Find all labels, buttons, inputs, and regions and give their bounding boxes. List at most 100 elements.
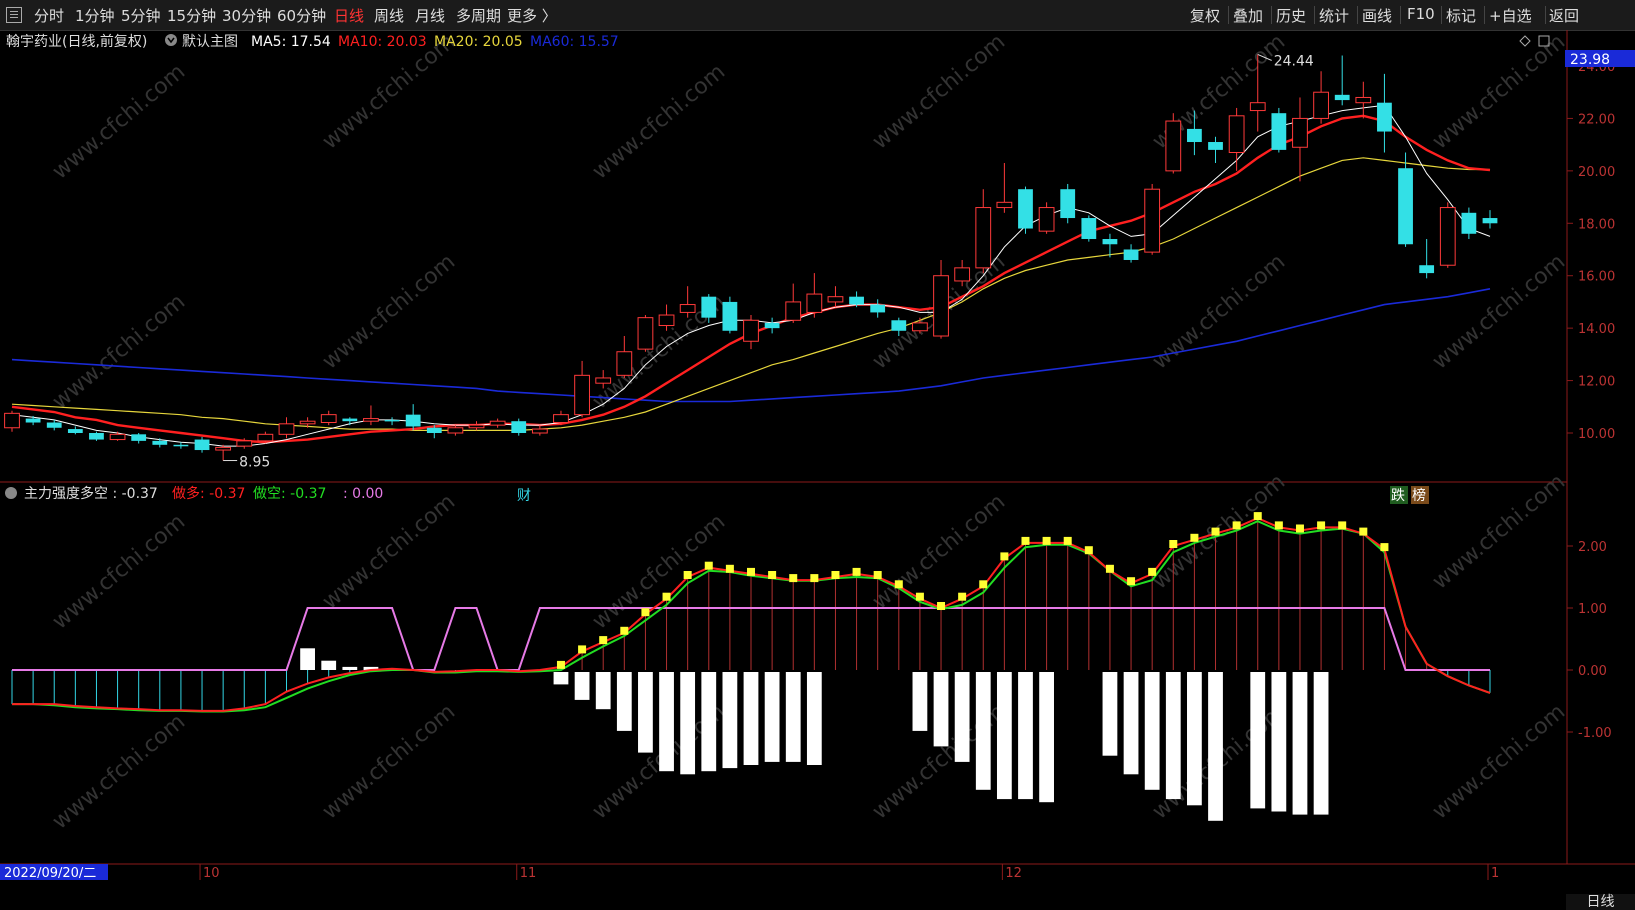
period-tab-active[interactable]: 日线 bbox=[334, 7, 365, 25]
indicator-marker bbox=[662, 592, 671, 601]
indicator-marker bbox=[831, 571, 840, 579]
indicator-marker bbox=[1232, 521, 1241, 530]
statistics-button[interactable]: 统计 bbox=[1319, 7, 1350, 25]
candle-body-down bbox=[384, 419, 400, 422]
candle-body-down bbox=[701, 296, 717, 318]
indicator-bar bbox=[1250, 672, 1266, 809]
indicator-marker bbox=[1380, 543, 1389, 552]
indicator-marker bbox=[1359, 527, 1368, 536]
indicator-bar bbox=[1102, 672, 1118, 756]
ma60-line bbox=[11, 288, 1491, 403]
circle-dropdown-icon[interactable] bbox=[165, 34, 177, 46]
indicator-marker bbox=[873, 571, 882, 579]
date-cursor-label: 2022/09/20/二 bbox=[4, 866, 96, 880]
candle-body-up bbox=[1228, 115, 1245, 154]
diamond-icon[interactable] bbox=[1519, 35, 1531, 47]
more-periods-menu[interactable]: 更多 〉 bbox=[507, 7, 557, 25]
hamburger-menu-icon[interactable] bbox=[6, 7, 22, 23]
candle-body-down bbox=[1123, 249, 1139, 260]
indicator-bar bbox=[1292, 672, 1308, 815]
candle-body-down bbox=[1334, 94, 1350, 101]
chart-area[interactable]: www.cfchi.com www.cfchi.com www.cfchi.com w… bbox=[0, 29, 1635, 910]
price-tick-label: 22.00 bbox=[1578, 112, 1615, 127]
indicator-marker bbox=[1021, 536, 1030, 545]
default-chart-label[interactable]: 默认主图 bbox=[182, 34, 238, 50]
indicator-marker bbox=[599, 636, 608, 645]
period-tab[interactable]: 15分钟 bbox=[167, 7, 217, 25]
watermark-text: www.cfchi.com bbox=[1428, 249, 1570, 374]
restore-rights-button[interactable]: 复权 bbox=[1190, 7, 1221, 25]
candle-body-down bbox=[511, 421, 527, 433]
candle-body-up bbox=[468, 424, 485, 429]
candle-body-up bbox=[531, 428, 548, 434]
month-tick-label: 12 bbox=[1005, 866, 1022, 880]
mark-button[interactable]: 标记 bbox=[1446, 7, 1477, 25]
candle-body-up bbox=[806, 293, 823, 313]
candle-body-down bbox=[1187, 128, 1202, 143]
indicator-tick-label: 0.00 bbox=[1578, 664, 1607, 679]
indicator-bar bbox=[1165, 672, 1181, 800]
price-tick-label: 10.00 bbox=[1578, 427, 1615, 442]
price-tick-label: 18.00 bbox=[1578, 217, 1615, 232]
indicator-dropdown-icon[interactable] bbox=[5, 487, 17, 499]
drop-event-bg bbox=[1390, 486, 1408, 504]
rank-event-mark[interactable]: 榜 bbox=[1412, 487, 1426, 504]
ma20-line bbox=[11, 157, 1490, 431]
drop-event-mark[interactable]: 跌 bbox=[1391, 488, 1405, 504]
candle-body-up bbox=[827, 296, 844, 303]
period-tab[interactable]: 多周期 bbox=[456, 7, 502, 25]
indicator-bar bbox=[342, 666, 358, 670]
indicator-plot bbox=[11, 512, 1491, 821]
high-price-marker: 24.44 bbox=[1274, 53, 1314, 69]
candle-body-up bbox=[489, 420, 506, 426]
ma10-label: MA10: 20.03 bbox=[338, 34, 427, 50]
candle-body-up bbox=[1144, 188, 1161, 253]
kline-chart[interactable]: www.cfchi.com www.cfchi.com www.cfchi.com w… bbox=[0, 29, 1635, 881]
toolbar-divider bbox=[1228, 6, 1229, 24]
finance-event-mark[interactable]: 财 bbox=[517, 488, 531, 504]
candle-body-down bbox=[891, 320, 907, 331]
indicator-bar bbox=[321, 660, 337, 670]
candle-body-down bbox=[1419, 265, 1435, 274]
indicator-marker bbox=[1295, 524, 1304, 533]
period-tab[interactable]: 60分钟 bbox=[277, 7, 327, 25]
month-tick-label: 1 bbox=[1491, 866, 1499, 880]
square-icon[interactable] bbox=[1538, 35, 1550, 47]
back-button[interactable]: 返回 bbox=[1549, 7, 1580, 25]
top-toolbar: 分时 1分钟 5分钟 15分钟 30分钟 60分钟 日线 周线 月线 多周期 更… bbox=[0, 0, 1635, 31]
indicator-bar bbox=[743, 672, 759, 765]
indicator-bar bbox=[1271, 672, 1287, 812]
f10-button[interactable]: F10 bbox=[1407, 5, 1435, 23]
period-tab[interactable]: 5分钟 bbox=[121, 7, 161, 25]
toolbar-divider bbox=[1314, 6, 1315, 24]
candle-body-up bbox=[933, 275, 949, 337]
add-watchlist-button[interactable]: +自选 bbox=[1489, 7, 1532, 25]
period-tab[interactable]: 30分钟 bbox=[222, 7, 272, 25]
candle-body-up bbox=[1313, 91, 1329, 119]
high-arrow-icon bbox=[1257, 54, 1272, 61]
period-tab[interactable]: 1分钟 bbox=[75, 7, 115, 25]
history-button[interactable]: 历史 bbox=[1276, 7, 1307, 25]
draw-line-button[interactable]: 画线 bbox=[1362, 7, 1393, 25]
period-tab[interactable]: 分时 bbox=[34, 7, 65, 25]
indicator-marker bbox=[1084, 546, 1093, 555]
overlay-button[interactable]: 叠加 bbox=[1233, 7, 1264, 25]
candle-body-down bbox=[173, 444, 189, 447]
indicator-marker bbox=[725, 564, 734, 573]
indicator-bar bbox=[701, 672, 717, 772]
period-tab[interactable]: 周线 bbox=[374, 7, 405, 25]
candle-body-down bbox=[1398, 168, 1413, 245]
candle-body-up bbox=[363, 418, 379, 422]
indicator-marker bbox=[1211, 527, 1220, 536]
period-tab[interactable]: 月线 bbox=[415, 7, 446, 25]
candle-body-down bbox=[1102, 239, 1118, 245]
candle-body-down bbox=[342, 418, 358, 422]
candle-body-up bbox=[743, 319, 759, 342]
period-corner-label[interactable]: 日线 bbox=[1566, 894, 1635, 910]
watermark-text: www.cfchi.com bbox=[318, 699, 460, 824]
indicator-bar bbox=[1039, 672, 1054, 803]
candle-body-up bbox=[975, 207, 992, 269]
candle-body-up bbox=[785, 301, 802, 321]
candle-body-up bbox=[996, 201, 1013, 209]
candle-body-up bbox=[299, 420, 316, 425]
